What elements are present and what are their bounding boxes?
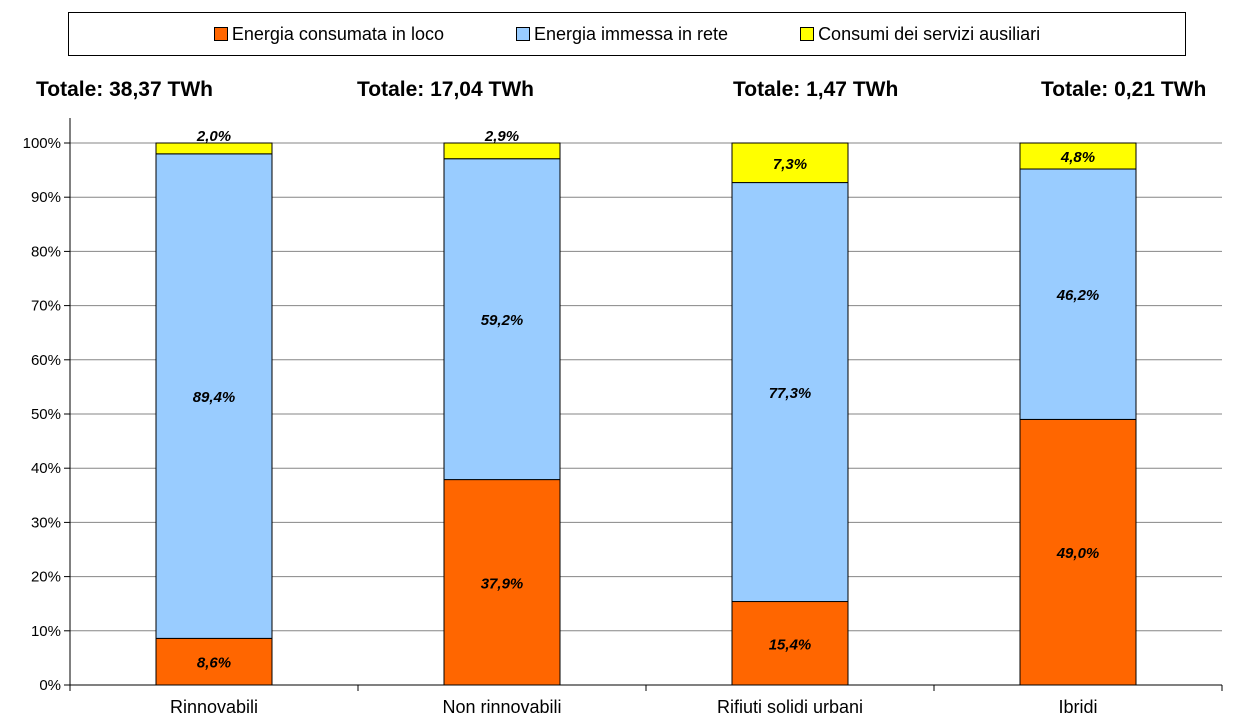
total-label-rifiuti: Totale: 1,47 TWh [733,78,899,101]
legend-swatch-orange [213,27,228,41]
bar-segment [443,479,561,686]
bar-segment [1019,142,1137,170]
y-tick-label: 80% [31,243,61,260]
data-label: 49,0% [1056,545,1100,562]
bar-segment [731,601,849,686]
total-label-ibridi: Totale: 0,21 TWh [1041,78,1207,101]
legend-swatch-yellow [800,27,815,41]
y-tick-label: 100% [23,135,61,152]
bar-segment [1019,418,1137,686]
bar-segment [443,142,561,160]
y-tick-label: 90% [31,189,61,206]
legend-label: Energia consumata in loco [231,23,444,44]
bar-segment [731,142,849,184]
x-category-label: Rifiuti solidi urbani [717,697,863,717]
y-tick-label: 70% [31,298,61,315]
data-label: 4,8% [1060,149,1095,166]
data-label: 59,2% [481,312,524,329]
y-tick-label: 50% [31,406,61,423]
data-label: 2,0% [196,128,231,145]
bar-segment [155,153,273,639]
x-category-label: Ibridi [1058,697,1097,717]
data-label: 37,9% [481,575,524,592]
data-label: 8,6% [197,655,231,672]
data-label: 77,3% [769,385,812,402]
y-tick-label: 60% [31,352,61,369]
y-tick-label: 40% [31,460,61,477]
data-label: 89,4% [193,389,236,406]
y-tick-label: 30% [31,514,61,531]
legend-label: Consumi dei servizi ausiliari [818,23,1041,44]
data-label: 15,4% [769,636,812,653]
legend-item-servizi-ausiliari: Consumi dei servizi ausiliari [800,24,1040,45]
legend-swatch-blue [515,27,530,41]
bar-segment [155,637,273,686]
legend-item-energia-immessa: Energia immessa in rete [515,23,729,45]
data-label: 7,3% [773,156,807,173]
y-tick-label: 0% [39,677,61,694]
y-tick-label: 10% [31,623,61,640]
total-label-non-rinnovabili: Totale: 17,04 TWh [357,78,534,101]
chart-legend: Energia consumata in loco Energia immess… [68,12,1186,56]
data-label: 46,2% [1056,287,1100,304]
bar-segment [731,182,849,603]
data-label: 2,9% [484,128,519,145]
bar-segment [443,158,561,481]
y-tick-label: 20% [31,569,61,586]
x-category-label: Non rinnovabili [442,697,561,717]
bar-segment [1019,168,1137,420]
bar-segment [155,142,273,155]
total-label-rinnovabili: Totale: 38,37 TWh [36,78,213,101]
legend-label: Energia immessa in rete [533,23,729,44]
legend-item-energia-consumata: Energia consumata in loco [213,23,444,45]
x-category-label: Rinnovabili [170,697,258,717]
